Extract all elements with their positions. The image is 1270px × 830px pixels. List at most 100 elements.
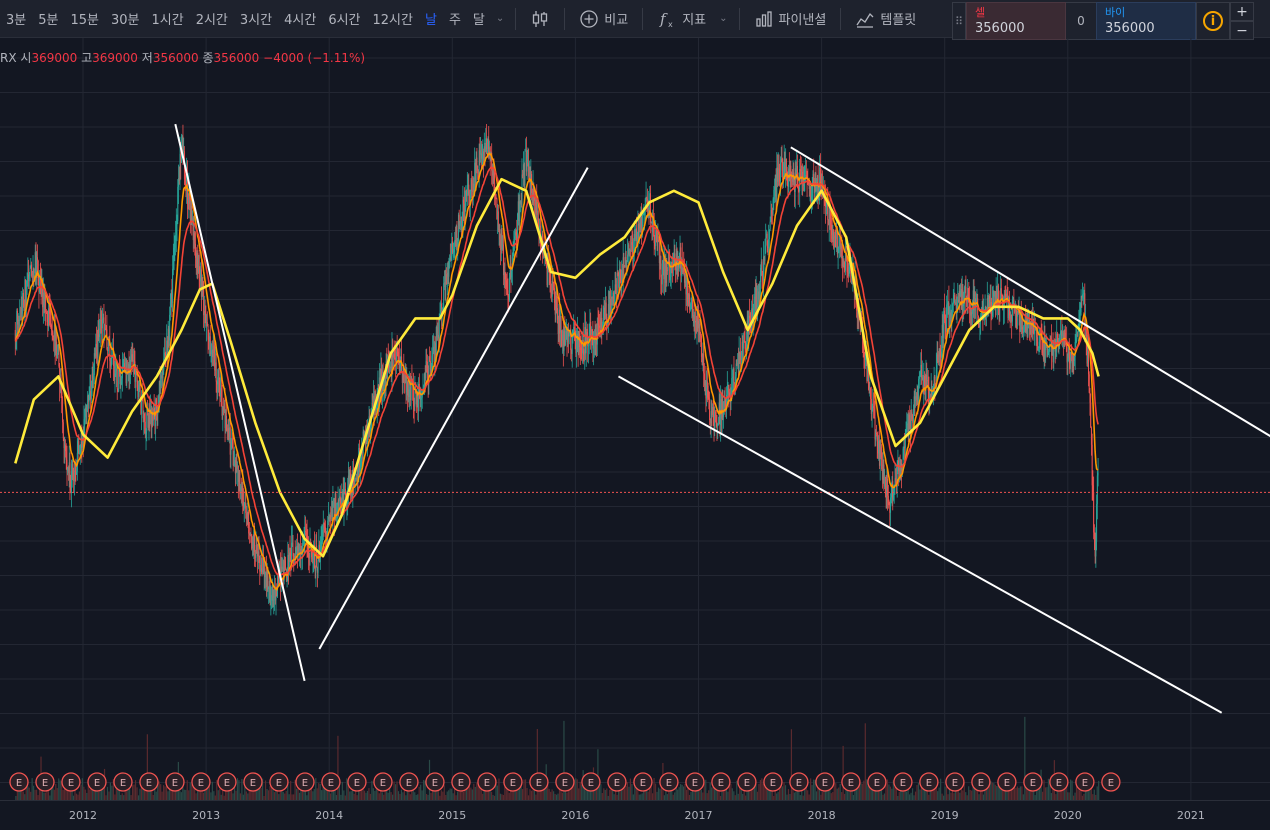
financials-button[interactable]: 파이낸셜: [746, 9, 835, 29]
earnings-marker[interactable]: [685, 772, 705, 792]
earnings-marker[interactable]: [61, 772, 81, 792]
earnings-marker[interactable]: [87, 772, 107, 792]
timeframe-11[interactable]: 주: [448, 13, 461, 28]
earnings-marker[interactable]: [191, 772, 211, 792]
volume-bar: [617, 787, 620, 800]
earnings-marker[interactable]: [841, 772, 861, 792]
trendline-1[interactable]: [174, 123, 306, 682]
earnings-marker[interactable]: [347, 772, 367, 792]
volume-bar: [513, 788, 515, 800]
candle-body: [918, 379, 920, 400]
earnings-marker[interactable]: [321, 772, 341, 792]
candle-body: [586, 331, 588, 338]
volume-bar: [366, 790, 369, 800]
candle-body: [918, 376, 920, 380]
trendline-3[interactable]: [790, 146, 1270, 440]
volume-bar: [34, 789, 36, 800]
earnings-marker[interactable]: [113, 772, 133, 792]
indicators-dropdown-chevron-icon[interactable]: ⌄: [719, 13, 728, 24]
earnings-marker[interactable]: [555, 772, 575, 792]
earnings-marker[interactable]: [711, 772, 731, 792]
earnings-marker[interactable]: [529, 772, 549, 792]
candle-body: [52, 332, 54, 338]
candle-body: [872, 406, 874, 408]
earnings-marker[interactable]: [243, 772, 263, 792]
drag-handle-icon[interactable]: ⠿: [952, 2, 966, 40]
sell-button[interactable]: 셀 356000: [966, 2, 1066, 40]
earnings-marker[interactable]: [1049, 772, 1069, 792]
earnings-marker[interactable]: [945, 772, 965, 792]
earnings-marker[interactable]: [503, 772, 523, 792]
earnings-marker[interactable]: [893, 772, 913, 792]
timeframe-dropdown-chevron-icon[interactable]: ⌄: [495, 13, 505, 24]
timeframe-4[interactable]: 1시간: [151, 13, 184, 28]
earnings-marker[interactable]: [581, 772, 601, 792]
info-button[interactable]: i: [1196, 2, 1230, 40]
trendline-4[interactable]: [617, 375, 1223, 714]
earnings-marker[interactable]: [139, 772, 159, 792]
timeframe-10[interactable]: 날: [424, 13, 437, 28]
earnings-marker[interactable]: [35, 772, 55, 792]
earnings-marker[interactable]: [919, 772, 939, 792]
timeframe-6[interactable]: 3시간: [239, 13, 273, 28]
timeframe-1[interactable]: 5분: [38, 13, 59, 28]
candle-body: [1028, 319, 1030, 323]
earnings-marker[interactable]: [217, 772, 237, 792]
earnings-marker[interactable]: [1023, 772, 1043, 792]
templates-button[interactable]: 템플릿: [847, 9, 924, 29]
time-axis[interactable]: 2012 2013 2014 2015 2016 2017 2018 2019 2020 2021: [0, 800, 1270, 830]
earnings-marker[interactable]: [9, 772, 29, 792]
volume-bar: [126, 784, 128, 800]
candle-body: [24, 279, 26, 311]
minus-button[interactable]: −: [1230, 21, 1254, 40]
timeframe-9[interactable]: 12시간: [372, 13, 413, 28]
volume-bar: [817, 788, 819, 800]
earnings-marker[interactable]: [607, 772, 627, 792]
timeframe-0[interactable]: 3분: [6, 13, 27, 28]
timeframe-2[interactable]: 15분: [70, 13, 99, 28]
earnings-marker[interactable]: [789, 772, 809, 792]
candle-body: [166, 340, 168, 356]
candle-body: [753, 310, 755, 316]
buy-button[interactable]: 바이 356000: [1096, 2, 1196, 40]
trendline-2[interactable]: [318, 167, 589, 650]
earnings-marker[interactable]: [399, 772, 419, 792]
candle-body: [948, 302, 950, 328]
quantity-stepper: + −: [1230, 2, 1254, 40]
volume-bar: [343, 790, 345, 800]
timeframe-12[interactable]: 달: [472, 13, 485, 28]
earnings-marker[interactable]: [451, 772, 471, 792]
candle-body: [231, 438, 233, 448]
candle-body: [1024, 322, 1026, 326]
earnings-marker[interactable]: [477, 772, 497, 792]
earnings-marker[interactable]: [1101, 772, 1121, 792]
earnings-marker[interactable]: [737, 772, 757, 792]
earnings-marker[interactable]: [971, 772, 991, 792]
volume-bar: [449, 788, 451, 800]
earnings-marker[interactable]: [763, 772, 783, 792]
earnings-marker[interactable]: [269, 772, 289, 792]
candle-body: [711, 411, 713, 416]
timeframe-3[interactable]: 30분: [110, 13, 140, 28]
timeframe-5[interactable]: 2시간: [195, 13, 228, 28]
candle-body: [559, 316, 561, 333]
earnings-marker[interactable]: [659, 772, 679, 792]
earnings-marker[interactable]: [867, 772, 887, 792]
timeframe-8[interactable]: 6시간: [328, 13, 361, 28]
earnings-marker[interactable]: [997, 772, 1017, 792]
earnings-marker[interactable]: [1075, 772, 1095, 792]
chart-type-button[interactable]: [522, 9, 558, 29]
candle-body: [1088, 374, 1090, 393]
timeframe-7[interactable]: 4시간: [284, 13, 317, 28]
earnings-marker[interactable]: [165, 772, 185, 792]
earnings-marker[interactable]: [373, 772, 393, 792]
compare-button[interactable]: 비교: [571, 9, 636, 29]
earnings-marker[interactable]: [295, 772, 315, 792]
earnings-marker[interactable]: [425, 772, 445, 792]
plus-button[interactable]: +: [1230, 2, 1254, 21]
earnings-marker[interactable]: [633, 772, 653, 792]
earnings-marker[interactable]: [815, 772, 835, 792]
candle-body: [634, 234, 636, 240]
